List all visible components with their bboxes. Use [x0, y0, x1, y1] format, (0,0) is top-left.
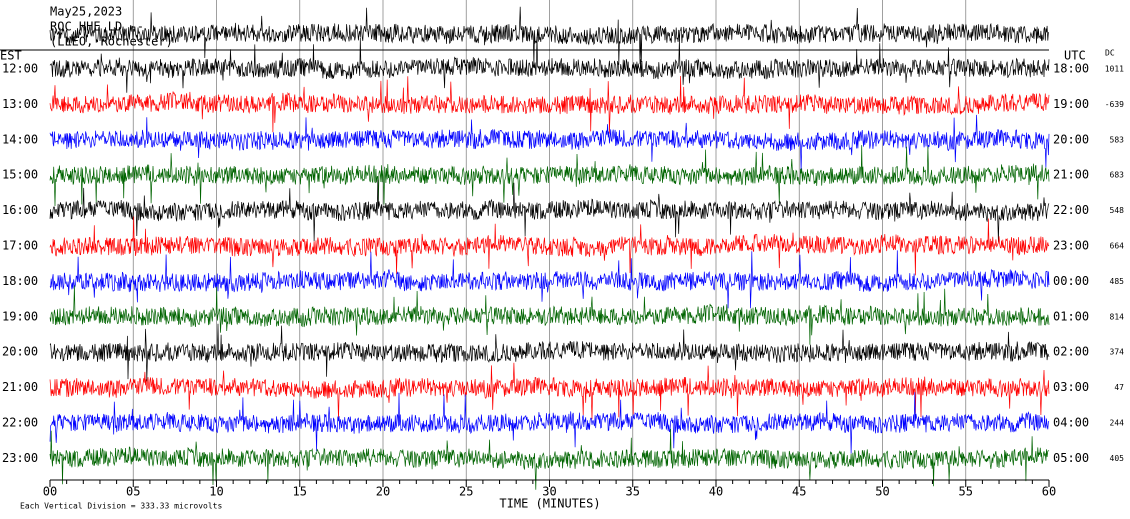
x-tick-label: 45 [792, 485, 806, 499]
x-tick-label: 05 [126, 485, 140, 499]
est-time-label: 17:00 [2, 239, 38, 253]
trace [49, 75, 1050, 134]
footer: Each Vertical Division = 333.33 microvol… [20, 502, 222, 511]
trace [49, 6, 1050, 66]
traces [49, 0, 1050, 490]
est-time-label: 12:00 [2, 62, 38, 76]
est-time-label: 16:00 [2, 203, 38, 217]
utc-time-label: 05:00 [1053, 451, 1089, 465]
utc-time-label: 23:00 [1053, 239, 1089, 253]
header-location: (LLEO, Rochester) [50, 35, 173, 49]
dc-value: 405 [1110, 454, 1125, 463]
x-tick-label: 50 [875, 485, 889, 499]
est-time-label: 15:00 [2, 168, 38, 182]
est-time-label: 20:00 [2, 345, 38, 359]
x-tick-label: 25 [459, 485, 473, 499]
trace [49, 285, 1050, 345]
x-tick-label: 35 [626, 485, 640, 499]
dc-value: 485 [1110, 277, 1125, 286]
dc-value: 374 [1110, 348, 1125, 357]
x-tick-label: 20 [376, 485, 390, 499]
utc-time-label: 00:00 [1053, 274, 1089, 288]
utc-time-label: 03:00 [1053, 380, 1089, 394]
dc-value: 814 [1110, 312, 1125, 321]
header-station: ROC HHE LD -- [50, 20, 144, 34]
utc-time-label: 04:00 [1053, 416, 1089, 430]
utc-time-label: 21:00 [1053, 168, 1089, 182]
dc-value: 47 [1114, 383, 1124, 392]
x-tick-label: 40 [709, 485, 723, 499]
header-date: May25,2023 [50, 5, 122, 19]
x-tick-label: 10 [209, 485, 223, 499]
dc-label: DC [1105, 49, 1115, 58]
utc-time-label: 02:00 [1053, 345, 1089, 359]
trace [49, 179, 1050, 242]
est-label: EST [0, 49, 22, 63]
trace [49, 216, 1050, 276]
dc-value: -639 [1105, 100, 1124, 109]
est-time-label: 21:00 [2, 380, 38, 394]
est-time-label: 14:00 [2, 132, 38, 146]
utc-time-label: 19:00 [1053, 97, 1089, 111]
est-time-label: 13:00 [2, 97, 38, 111]
trace [49, 428, 1050, 490]
est-time-label: 18:00 [2, 274, 38, 288]
trace [49, 392, 1050, 454]
trace [49, 145, 1050, 207]
x-tick-label: 30 [542, 485, 556, 499]
dc-value: 583 [1110, 135, 1125, 144]
utc-label: UTC [1064, 49, 1086, 63]
dc-value: 548 [1110, 206, 1125, 215]
trace [49, 36, 1050, 93]
utc-time-label: 22:00 [1053, 203, 1089, 217]
x-tick-label: 00 [43, 485, 57, 499]
dc-value: 664 [1110, 242, 1125, 251]
dc-value: 244 [1110, 419, 1125, 428]
x-tick-label: 60 [1042, 485, 1056, 499]
x-tick-label: 55 [959, 485, 973, 499]
utc-time-label: 01:00 [1053, 309, 1089, 323]
trace [49, 250, 1050, 309]
dc-value: 1011 [1105, 65, 1124, 74]
trace [49, 114, 1050, 173]
est-time-label: 22:00 [2, 416, 38, 430]
trace [49, 362, 1050, 420]
dc-value: 683 [1110, 171, 1125, 180]
utc-time-label: 18:00 [1053, 62, 1089, 76]
x-axis-title: TIME (MINUTES) [499, 497, 600, 511]
est-time-label: 19:00 [2, 309, 38, 323]
utc-time-label: 20:00 [1053, 132, 1089, 146]
x-tick-label: 15 [293, 485, 307, 499]
est-time-label: 23:00 [2, 451, 38, 465]
trace [49, 323, 1050, 382]
